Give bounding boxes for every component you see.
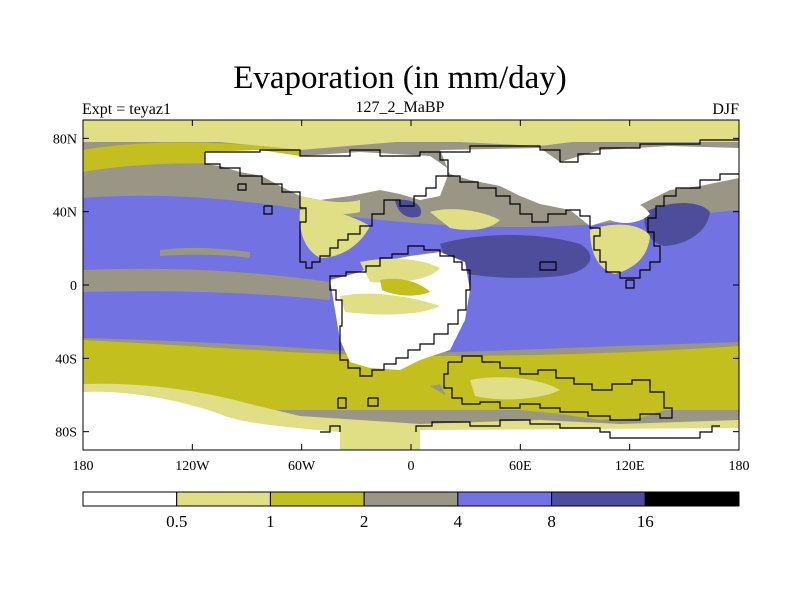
y-tick-label: 40S (55, 352, 77, 367)
equatorial-tongue (83, 268, 330, 300)
colorbar-swatch (551, 491, 646, 507)
coast-island-3 (367, 397, 379, 407)
x-tick-label: 180 (729, 459, 750, 474)
arctic-fill (83, 120, 739, 150)
coast-island-2 (263, 205, 273, 215)
colorbar-swatch (269, 491, 365, 507)
west-pacific-max (644, 203, 710, 246)
colorbar-label: 2 (360, 512, 369, 531)
period-label: 127_2_MaBP (355, 99, 445, 116)
southeast-landmass-light (470, 377, 560, 400)
southern-landmass-stripe (340, 293, 440, 315)
coast-southeast (443, 355, 673, 421)
coast-eurasia (448, 173, 739, 279)
pacific-streak (160, 247, 250, 258)
coast-antarctica-w (320, 425, 341, 433)
x-tick-label: 120W (175, 459, 210, 474)
colorbar-label: 4 (454, 512, 463, 531)
colorbar-swatch (176, 491, 271, 507)
colorbar: 0.5 1 2 4 8 16 (82, 491, 740, 531)
colorbar-swatch (644, 491, 740, 507)
y-tick-label: 40N (53, 206, 77, 221)
north-america-south (299, 208, 370, 258)
x-tick-label: 60E (509, 459, 532, 474)
coast-island-1 (237, 183, 247, 191)
colorbar-label: 8 (547, 512, 556, 531)
colorbar-swatch (363, 491, 459, 507)
coast-arctic (440, 139, 739, 163)
coast-antarctica (415, 419, 720, 439)
y-tick-label: 80N (53, 132, 77, 147)
antarctic-white-2 (420, 428, 739, 450)
colorbar-label: 16 (637, 512, 654, 531)
northern-landmass (205, 150, 450, 200)
x-axis: 180 120W 60W 0 60E 120E 180 (73, 120, 750, 474)
coast-north-america (204, 149, 449, 269)
coastlines (204, 139, 739, 439)
antarctic-white (83, 391, 340, 450)
y-tick-label: 0 (70, 279, 77, 294)
asian-landmass (440, 146, 739, 226)
map-title: Evaporation (in mm/day) (233, 60, 567, 96)
coast-island-4 (337, 397, 347, 409)
season-label: DJF (712, 101, 739, 118)
coast-south-landmass (329, 245, 471, 377)
tethys-max (440, 235, 591, 278)
x-tick-label: 180 (73, 459, 94, 474)
colorbar-swatch (457, 491, 553, 507)
colorbar-label: 1 (266, 512, 275, 531)
europe-coast (430, 209, 500, 230)
coast-island-5 (625, 279, 635, 289)
evaporation-field (83, 120, 739, 450)
experiment-label: Expt = teyaz1 (82, 101, 171, 118)
y-axis: 80N 40N 0 40S 80S (53, 132, 739, 441)
colorbar-label: 0.5 (166, 512, 187, 531)
x-tick-label: 60W (288, 459, 316, 474)
coast-island-6 (539, 261, 557, 271)
southern-landmass-spot (380, 278, 430, 296)
x-tick-label: 120E (615, 459, 645, 474)
x-tick-label: 0 (408, 459, 415, 474)
y-tick-label: 80S (55, 426, 77, 441)
colorbar-swatch (82, 491, 178, 507)
north-pacific-band (83, 142, 300, 172)
asia-inland (600, 199, 650, 223)
